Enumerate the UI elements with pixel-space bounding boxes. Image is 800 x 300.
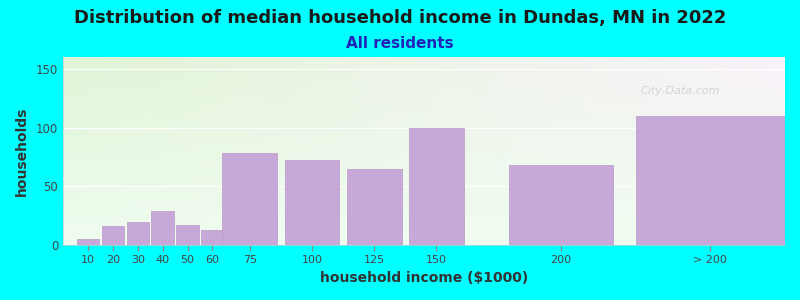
Bar bbox=[77, 239, 99, 245]
Bar bbox=[347, 169, 402, 245]
Text: Distribution of median household income in Dundas, MN in 2022: Distribution of median household income … bbox=[74, 9, 726, 27]
Y-axis label: households: households bbox=[15, 106, 29, 196]
Bar bbox=[126, 221, 149, 245]
Bar bbox=[222, 153, 277, 245]
Bar bbox=[636, 116, 785, 245]
Text: City-Data.com: City-Data.com bbox=[641, 86, 720, 96]
X-axis label: household income ($1000): household income ($1000) bbox=[320, 271, 528, 285]
Bar bbox=[176, 225, 198, 245]
Bar bbox=[285, 160, 339, 245]
Bar bbox=[202, 230, 224, 245]
Bar bbox=[409, 128, 464, 245]
Bar bbox=[102, 226, 124, 245]
Bar bbox=[151, 211, 174, 245]
Bar bbox=[509, 165, 614, 245]
Text: All residents: All residents bbox=[346, 36, 454, 51]
